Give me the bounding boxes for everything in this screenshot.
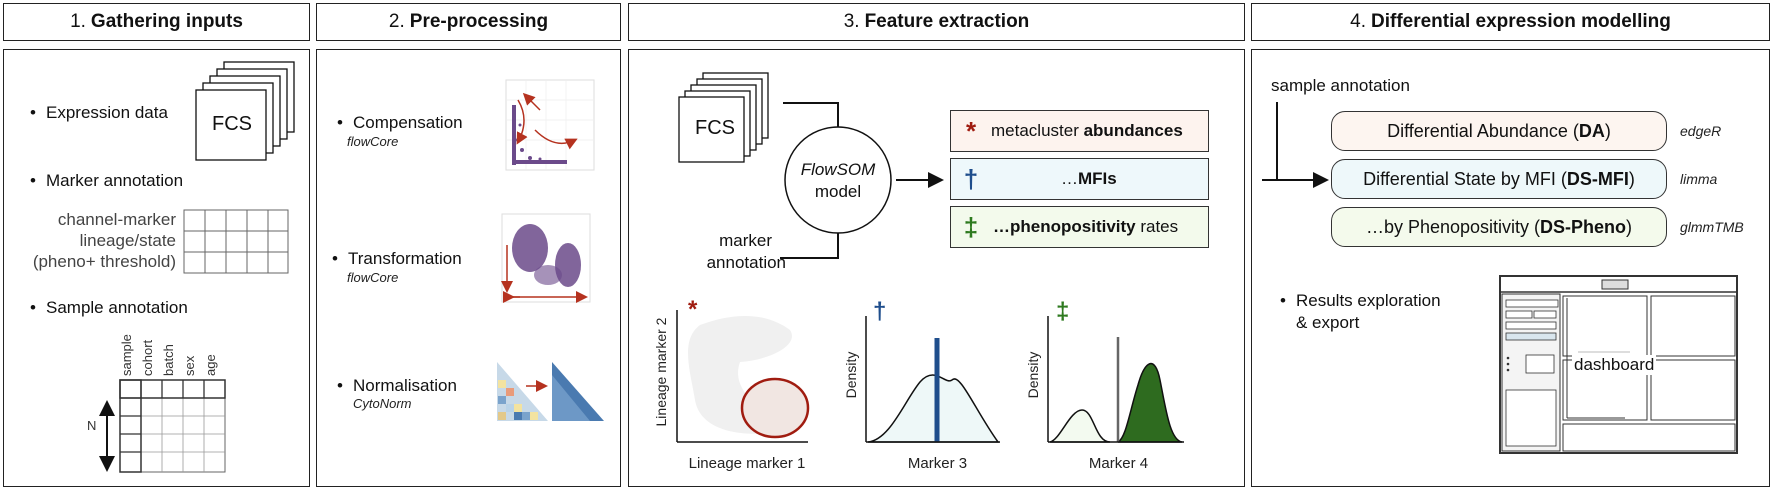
marker-label: marker — [719, 231, 772, 250]
model-text: …by Phenopositivity ( — [1365, 216, 1541, 237]
normalisation-label: Normalisation — [337, 376, 457, 396]
plot3-xlabel: Marker 4 — [1088, 455, 1149, 472]
plot1-xlabel: Lineage marker 1 — [688, 455, 806, 472]
model-text: Differential State by MFI ( — [1363, 168, 1567, 189]
compensation-tool: flowCore — [347, 134, 399, 149]
header-label: Differential expression modelling — [1371, 11, 1671, 32]
plot2-ylabel: Density — [843, 351, 859, 399]
normalisation-heatmaps — [497, 362, 604, 421]
fcs-file-stack — [195, 61, 295, 161]
lineage-state-label: lineage/state — [79, 231, 176, 250]
fcs-label-2: FCS — [695, 117, 735, 139]
expression-data-label: Expression data — [30, 103, 168, 123]
model-bold: DS-Pheno — [1540, 216, 1627, 237]
channel-marker-label: channel-marker — [57, 210, 176, 229]
model-text-post: ) — [1604, 120, 1611, 141]
plot-marker4 — [1047, 316, 1184, 443]
transformation-label: Transformation — [332, 249, 462, 269]
fcs-label: FCS — [212, 113, 252, 135]
column-header-batch: batch — [161, 344, 176, 376]
asterisk-icon: * — [965, 115, 977, 146]
model-text: Differential Abundance ( — [1387, 120, 1579, 141]
column-header-cohort: cohort — [140, 339, 155, 376]
sample-annotation-table — [99, 379, 226, 473]
fcs-file-stack-2 — [678, 72, 769, 163]
plot1-ylabel: Lineage marker 2 — [653, 317, 669, 427]
export-label: & export — [1296, 313, 1360, 332]
pheno-threshold-label: (pheno+ threshold) — [32, 252, 176, 271]
model-text-post: ) — [1626, 216, 1633, 237]
panel-feature-extraction — [628, 49, 1245, 487]
model-label: model — [814, 182, 862, 201]
model-differential-abundance: Differential Abundance (DA) — [1331, 111, 1667, 151]
compensation-plot — [505, 79, 595, 171]
header-differential-expression: 4. Differential expression modelling — [1251, 3, 1770, 41]
plot2-xlabel: Marker 3 — [907, 455, 968, 472]
normalisation-tool: CytoNorm — [353, 396, 412, 411]
header-label: Feature extraction — [864, 11, 1030, 32]
plot3-ylabel: Density — [1025, 351, 1041, 399]
transformation-tool: flowCore — [347, 270, 399, 285]
dagger-icon: † — [963, 163, 979, 194]
panel-pre-processing — [316, 49, 621, 487]
column-header-sex: sex — [182, 355, 197, 376]
plot2-symbol: † — [873, 298, 887, 325]
feature-bold: abundances — [1083, 121, 1183, 140]
feature-text: … — [1061, 169, 1078, 188]
compensation-label: Compensation — [337, 113, 463, 133]
tool-glmmtmb: glmmTMB — [1680, 219, 1744, 235]
feature-bold: phenopositivity — [1010, 217, 1136, 236]
header-feature-extraction: 3. Feature extraction — [628, 3, 1245, 41]
results-exploration-label: Results exploration — [1280, 291, 1441, 311]
sample-annotation-label: Sample annotation — [30, 298, 188, 318]
header-number: 4. — [1350, 11, 1366, 32]
column-header-age: age — [203, 354, 218, 376]
marker-annotation-grid — [183, 209, 289, 274]
dashboard-mockup — [1499, 275, 1738, 454]
sample-table-column-headers: sample cohort batch sex age — [119, 310, 225, 376]
model-bold: DS-MFI — [1566, 168, 1629, 189]
header-pre-processing: 2. Pre-processing — [316, 3, 621, 41]
connector-lines — [780, 102, 839, 259]
plot-marker3 — [865, 316, 1000, 443]
feature-mfis: † … MFIs — [950, 158, 1209, 200]
plot3-symbol: ‡ — [1056, 298, 1070, 325]
sample-annotation-input-label: sample annotation — [1271, 76, 1410, 95]
dashboard-label: dashboard — [1572, 355, 1657, 375]
annotation-label: annotation — [706, 253, 786, 272]
model-phenopositivity: …by Phenopositivity (DS-Pheno) — [1331, 207, 1667, 247]
double-dagger-icon: ‡ — [963, 211, 979, 242]
n-label: N — [87, 418, 97, 433]
flowsom-label: FlowSOM — [800, 160, 876, 179]
panel-differential-expression — [1251, 49, 1770, 487]
header-number: 3. — [843, 11, 860, 32]
plot-lineage-markers — [676, 310, 810, 443]
feature-phenopositivity: ‡ … phenopositivity rates — [950, 206, 1209, 248]
header-label: Gathering inputs — [90, 11, 243, 32]
feature-bold: MFIs — [1078, 169, 1117, 188]
tool-edger: edgeR — [1680, 123, 1722, 139]
feature-text: … — [993, 217, 1010, 236]
header-gathering-inputs: 1. Gathering inputs — [3, 3, 310, 41]
header-number: 1. — [70, 11, 86, 32]
panel-gathering-inputs — [3, 49, 310, 487]
plot1-symbol: * — [688, 296, 698, 323]
header-label: Pre-processing — [409, 11, 549, 32]
feature-text-post: rates — [1135, 217, 1179, 236]
feature-abundances: * metacluster abundances — [950, 110, 1209, 152]
flowsom-model-circle — [784, 126, 892, 234]
model-bold: DA — [1578, 120, 1605, 141]
marker-annotation-label: Marker annotation — [30, 171, 183, 191]
feature-text: metacluster — [991, 121, 1084, 140]
column-header-sample: sample — [119, 334, 134, 376]
transformation-plot — [501, 213, 591, 303]
tool-limma: limma — [1680, 171, 1718, 187]
model-differential-state-mfi: Differential State by MFI (DS-MFI) — [1331, 159, 1667, 199]
panel4-connectors — [1262, 102, 1329, 188]
model-text-post: ) — [1628, 168, 1635, 189]
header-number: 2. — [388, 11, 405, 32]
